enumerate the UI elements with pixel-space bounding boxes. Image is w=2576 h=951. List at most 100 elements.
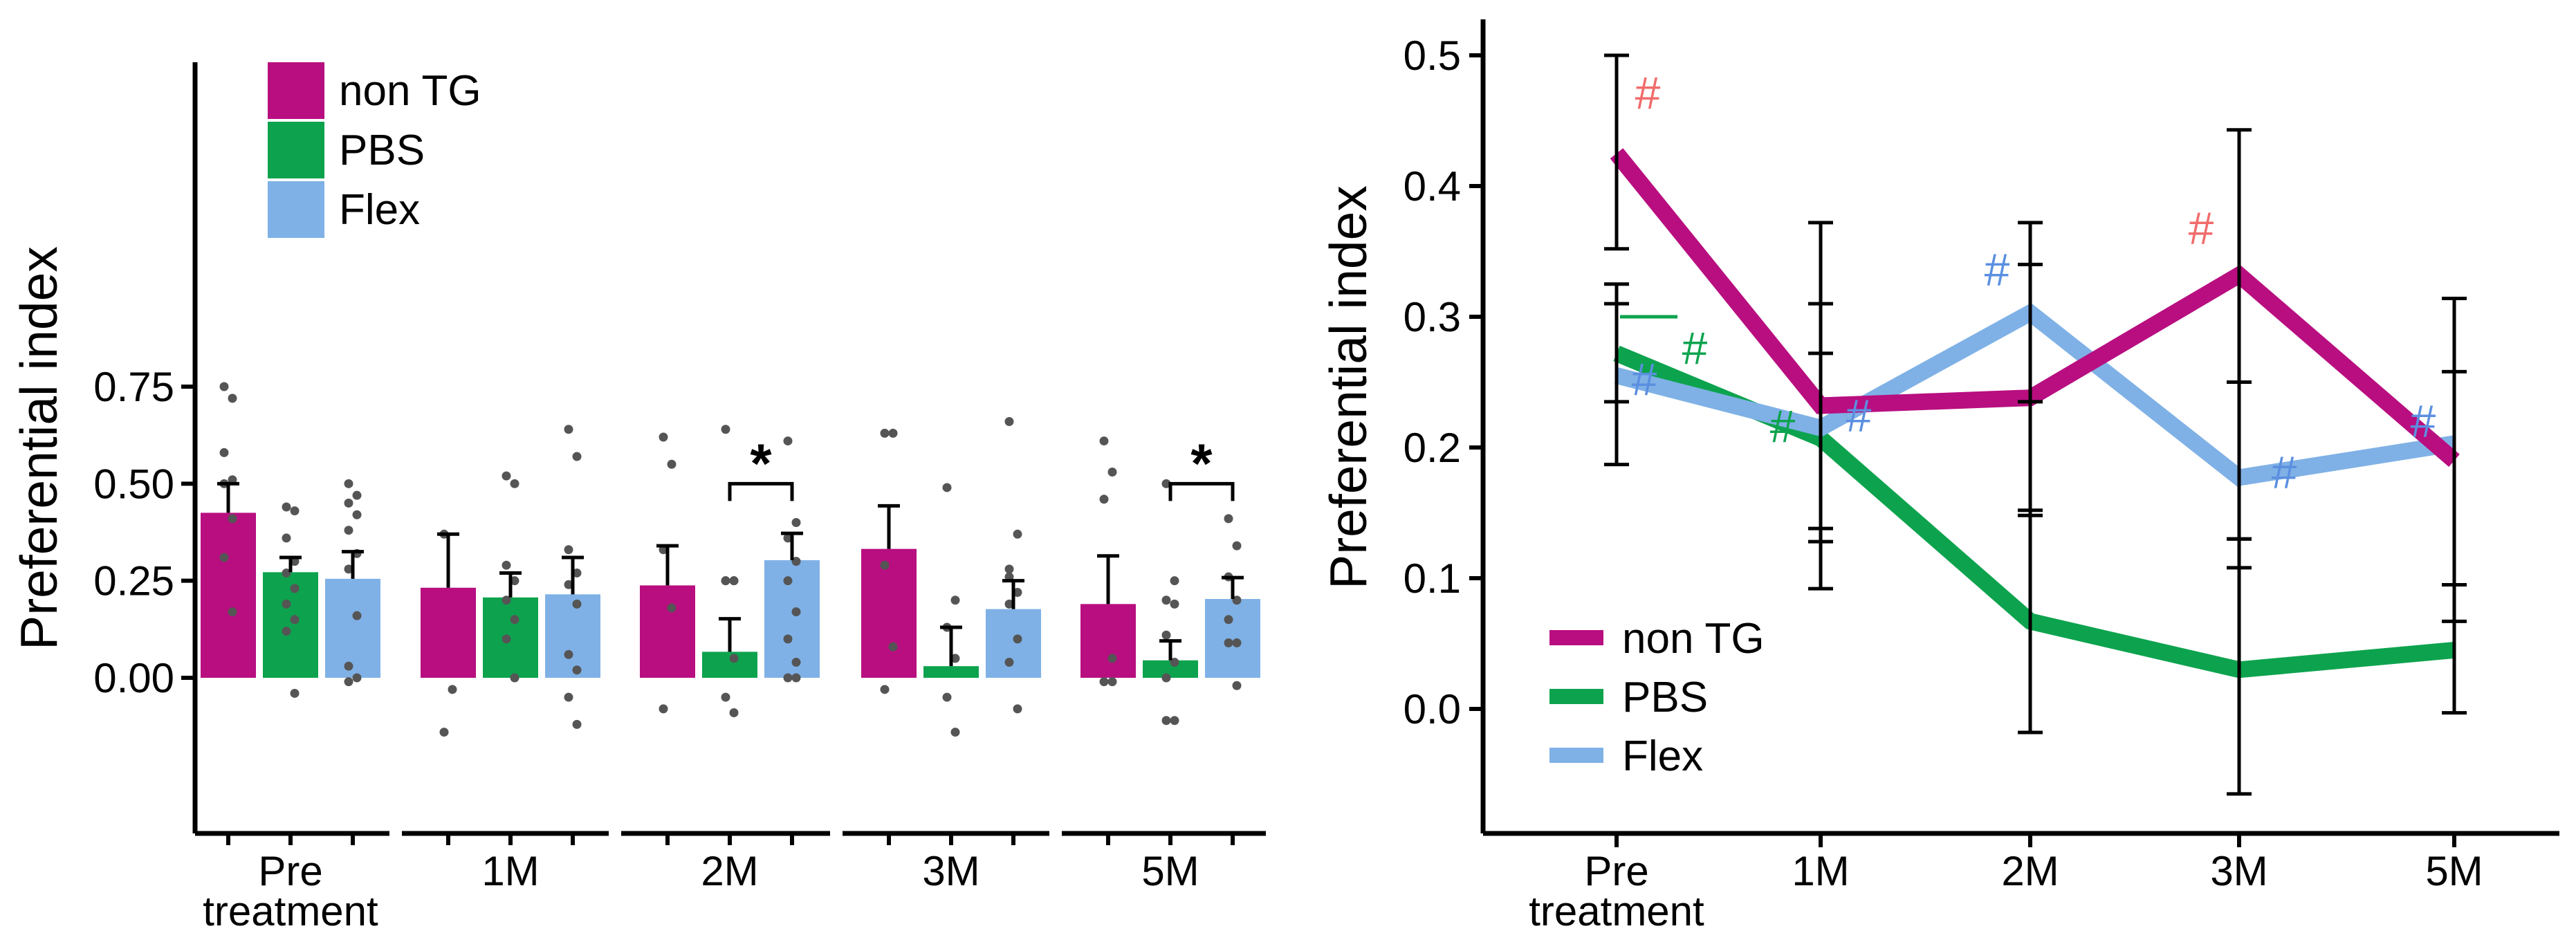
axis-gap [609, 830, 621, 838]
data-point [572, 665, 582, 675]
left-y-axis-title: Preferential index [10, 246, 68, 650]
data-point [1099, 436, 1109, 446]
data-point [942, 692, 952, 702]
data-point [228, 394, 237, 403]
legend-label-non-tg: non TG [1622, 615, 1765, 663]
axis-gap [830, 830, 843, 838]
data-point [1099, 495, 1109, 504]
data-point [1161, 630, 1171, 640]
data-point [1013, 634, 1022, 644]
significance-hash-flex: # [2272, 446, 2297, 497]
data-point [1161, 673, 1171, 683]
significance-hash-pbs: # [1770, 400, 1796, 452]
data-point [564, 649, 573, 659]
data-point [950, 654, 960, 663]
data-point [1232, 638, 1242, 647]
significance-label: * [1190, 432, 1213, 494]
data-point [448, 685, 457, 694]
right-y-tick-label: 0.5 [1404, 33, 1461, 79]
bar-flex-5m [1205, 599, 1260, 678]
data-point [1013, 588, 1022, 598]
data-point [721, 576, 730, 586]
significance-hash-flex: # [1632, 353, 1657, 405]
significance-hash-non-tg: # [2189, 203, 2214, 254]
data-point [783, 576, 793, 586]
data-point [228, 607, 237, 617]
data-point [572, 719, 582, 729]
data-point [344, 677, 353, 687]
data-point [502, 471, 511, 481]
data-point [352, 490, 362, 500]
data-point [1161, 595, 1171, 605]
right-x-tick-label: 1M [1792, 848, 1849, 894]
data-point [950, 728, 960, 737]
legend-swatch-pbs [268, 122, 324, 178]
data-point [729, 654, 739, 663]
left-x-tick-label: Pre [258, 848, 322, 894]
data-point [783, 634, 793, 644]
left-y-tick-label: 0.50 [93, 461, 174, 507]
significance-hash-flex: # [1846, 390, 1872, 441]
data-point [1224, 514, 1233, 524]
data-point [729, 708, 739, 718]
legend-swatch-flex [268, 181, 324, 238]
data-point [1107, 467, 1117, 477]
bar-non-tg-3m [861, 548, 917, 678]
data-point [219, 553, 229, 562]
data-point [344, 479, 353, 488]
data-point [344, 564, 353, 574]
data-point [888, 642, 898, 652]
data-point [344, 498, 353, 508]
data-point [282, 568, 291, 578]
data-point [572, 568, 582, 578]
left-x-tick-label: 3M [922, 848, 979, 894]
data-point [564, 545, 573, 555]
data-point [282, 533, 291, 543]
right-y-tick-label: 0.1 [1404, 555, 1461, 602]
bar-flex-1m [545, 594, 600, 678]
data-point [659, 704, 668, 714]
axis-gap [389, 830, 402, 838]
bar-non-tg-5m [1080, 604, 1136, 678]
data-point [282, 627, 291, 636]
data-point [290, 584, 300, 593]
data-point [1107, 677, 1117, 687]
data-point [502, 634, 511, 644]
data-point [1099, 677, 1109, 687]
data-point [282, 502, 291, 512]
data-point [1161, 479, 1171, 488]
data-point [888, 428, 898, 438]
data-point [352, 611, 362, 620]
bar-flex-pre-treatment [325, 578, 380, 678]
significance-label: * [750, 432, 772, 494]
right-y-tick-label: 0.3 [1404, 294, 1461, 340]
significance-bracket [728, 481, 794, 501]
data-point [219, 382, 229, 391]
data-point [1170, 576, 1179, 586]
data-point [1004, 599, 1014, 609]
data-point [1004, 658, 1014, 667]
data-point [1170, 716, 1179, 726]
data-point [1232, 681, 1242, 690]
data-point [219, 447, 229, 457]
left-y-tick-label: 0.25 [93, 558, 174, 604]
right-x-tick-label: Pre [1584, 848, 1648, 894]
left-y-tick-label: 0.00 [93, 655, 174, 701]
bar-pbs-2m [702, 652, 757, 678]
left-x-tick-label: 1M [481, 848, 539, 894]
data-point [1232, 595, 1242, 605]
right-y-tick-label: 0.4 [1404, 163, 1461, 210]
axis-gap [1049, 830, 1062, 838]
data-point [791, 673, 801, 683]
data-point [510, 576, 519, 586]
data-point [880, 428, 890, 438]
left-x-tick-label: 2M [701, 848, 758, 894]
data-point [510, 479, 519, 488]
right-x-tick-label: treatment [1529, 888, 1704, 934]
data-point [290, 615, 300, 625]
data-point [791, 607, 801, 617]
data-point [502, 595, 511, 605]
data-point [1004, 417, 1014, 427]
right-line-chart: Preferential index 0.0 0.1 0.2 0.3 0.4 0.5 Pr… [1319, 19, 2559, 934]
